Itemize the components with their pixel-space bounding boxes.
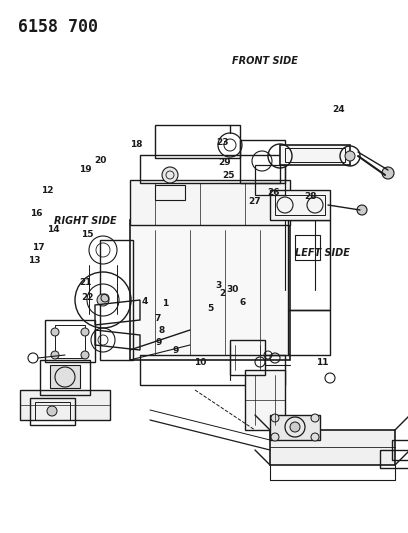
Text: 22: 22 bbox=[82, 293, 94, 302]
Text: 4: 4 bbox=[142, 297, 148, 305]
Text: 1: 1 bbox=[162, 300, 169, 308]
Polygon shape bbox=[270, 415, 320, 440]
Circle shape bbox=[311, 433, 319, 441]
Circle shape bbox=[345, 151, 355, 161]
Text: 11: 11 bbox=[316, 358, 328, 367]
Polygon shape bbox=[20, 390, 110, 420]
Bar bbox=[295, 235, 320, 260]
Text: 10: 10 bbox=[194, 358, 206, 367]
Text: 9: 9 bbox=[156, 338, 162, 347]
Polygon shape bbox=[280, 145, 350, 165]
Text: 24: 24 bbox=[333, 105, 345, 114]
Circle shape bbox=[97, 294, 109, 306]
Text: 25: 25 bbox=[222, 172, 235, 180]
Text: 6: 6 bbox=[239, 298, 246, 306]
Text: 26: 26 bbox=[267, 189, 279, 197]
Circle shape bbox=[271, 433, 279, 441]
Circle shape bbox=[357, 205, 367, 215]
Text: 28: 28 bbox=[304, 192, 316, 200]
Text: 17: 17 bbox=[33, 244, 45, 252]
Text: 13: 13 bbox=[29, 256, 41, 264]
Circle shape bbox=[51, 351, 59, 359]
Text: 7: 7 bbox=[154, 314, 160, 323]
Text: 14: 14 bbox=[47, 225, 59, 233]
Text: RIGHT SIDE: RIGHT SIDE bbox=[54, 216, 117, 226]
Text: 12: 12 bbox=[41, 187, 53, 195]
Polygon shape bbox=[270, 430, 395, 465]
Circle shape bbox=[382, 167, 394, 179]
Text: LEFT SIDE: LEFT SIDE bbox=[295, 248, 350, 258]
Text: 23: 23 bbox=[216, 139, 228, 147]
Text: 16: 16 bbox=[31, 209, 43, 217]
Circle shape bbox=[271, 414, 279, 422]
Polygon shape bbox=[245, 370, 285, 430]
Text: FRONT SIDE: FRONT SIDE bbox=[232, 56, 298, 66]
Text: 6158 700: 6158 700 bbox=[18, 18, 98, 36]
Text: 29: 29 bbox=[218, 158, 231, 167]
Text: 20: 20 bbox=[94, 157, 106, 165]
Text: 18: 18 bbox=[131, 141, 143, 149]
Circle shape bbox=[162, 167, 178, 183]
Polygon shape bbox=[50, 365, 80, 388]
Text: 5: 5 bbox=[207, 304, 213, 312]
Polygon shape bbox=[130, 220, 290, 360]
Circle shape bbox=[47, 406, 57, 416]
Text: 30: 30 bbox=[226, 285, 239, 294]
Text: 27: 27 bbox=[249, 197, 261, 206]
Text: 3: 3 bbox=[215, 281, 222, 289]
Polygon shape bbox=[270, 190, 330, 220]
Text: 15: 15 bbox=[82, 230, 94, 239]
Text: 9: 9 bbox=[172, 346, 179, 355]
Text: 2: 2 bbox=[219, 289, 226, 297]
Text: 19: 19 bbox=[80, 165, 92, 174]
Text: 8: 8 bbox=[158, 326, 164, 335]
Circle shape bbox=[81, 351, 89, 359]
Circle shape bbox=[290, 422, 300, 432]
Circle shape bbox=[51, 328, 59, 336]
Circle shape bbox=[81, 328, 89, 336]
Polygon shape bbox=[130, 180, 290, 225]
Text: 21: 21 bbox=[80, 278, 92, 287]
Circle shape bbox=[311, 414, 319, 422]
